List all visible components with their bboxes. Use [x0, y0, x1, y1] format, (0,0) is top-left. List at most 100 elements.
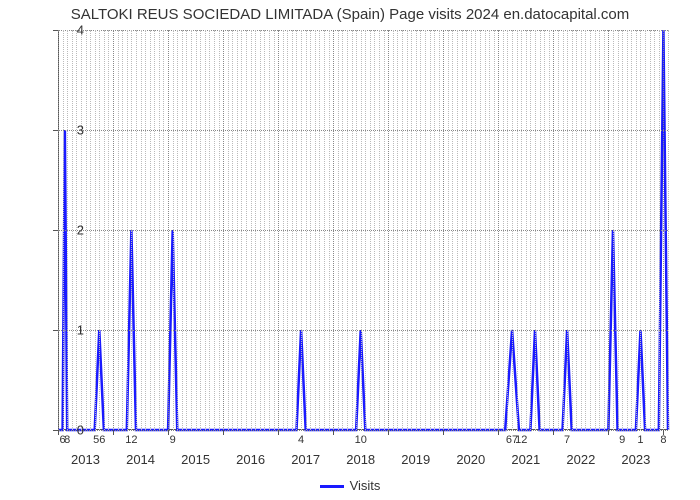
x-minor-label: 10	[355, 434, 367, 446]
gridline-v	[136, 30, 137, 430]
gridline-v	[631, 30, 632, 430]
chart-title: SALTOKI REUS SOCIEDAD LIMITADA (Spain) P…	[0, 6, 700, 23]
gridline-v	[457, 30, 458, 430]
x-year-label: 2017	[291, 452, 320, 467]
gridline-v	[521, 30, 522, 430]
gridline-v	[480, 30, 481, 430]
gridline-v	[196, 30, 197, 430]
gridline-v	[154, 30, 155, 430]
gridline-v	[489, 30, 490, 430]
x-minor-label: 4	[298, 434, 304, 446]
gridline-v	[475, 30, 476, 430]
x-minor-label: 12	[125, 434, 137, 446]
x-minor-label: 8	[660, 434, 666, 446]
gridline-v	[223, 30, 224, 430]
x-minor-label: 56	[93, 434, 105, 446]
gridline-v	[549, 30, 550, 430]
x-tick	[388, 430, 389, 435]
gridline-v	[214, 30, 215, 430]
gridline-v	[232, 30, 233, 430]
gridline-v	[430, 30, 431, 430]
x-year-label: 2013	[71, 452, 100, 467]
legend-label: Visits	[350, 478, 381, 493]
gridline-v	[104, 30, 105, 430]
gridline-v	[452, 30, 453, 430]
gridline-v	[397, 30, 398, 430]
gridline-v	[599, 30, 600, 430]
gridline-v	[416, 30, 417, 430]
y-tick-label: 3	[44, 123, 84, 138]
gridline-v	[485, 30, 486, 430]
gridline-v	[292, 30, 293, 430]
gridline-v	[251, 30, 252, 430]
gridline-v	[668, 30, 669, 430]
legend: Visits	[0, 478, 700, 493]
gridline-v	[420, 30, 421, 430]
gridline-v	[365, 30, 366, 430]
gridline-v	[191, 30, 192, 430]
gridline-v	[494, 30, 495, 430]
x-tick	[113, 430, 114, 435]
gridline-v	[108, 30, 109, 430]
gridline-h	[58, 430, 668, 431]
gridline-v	[462, 30, 463, 430]
gridline-v	[173, 30, 174, 430]
gridline-v	[448, 30, 449, 430]
x-tick	[553, 430, 554, 435]
gridline-v	[466, 30, 467, 430]
gridline-v	[374, 30, 375, 430]
gridline-v	[246, 30, 247, 430]
gridline-v	[544, 30, 545, 430]
gridline-v	[186, 30, 187, 430]
gridline-v	[576, 30, 577, 430]
gridline-v	[558, 30, 559, 430]
gridline-v	[379, 30, 380, 430]
gridline-v	[200, 30, 201, 430]
gridline-v	[663, 30, 664, 430]
gridline-v	[439, 30, 440, 430]
gridline-v	[319, 30, 320, 430]
gridline-v	[274, 30, 275, 430]
gridline-v	[205, 30, 206, 430]
gridline-v	[269, 30, 270, 430]
y-tick-label: 4	[44, 23, 84, 38]
x-minor-label: 12	[515, 434, 527, 446]
gridline-v	[278, 30, 279, 430]
x-year-label: 2021	[511, 452, 540, 467]
gridline-v	[388, 30, 389, 430]
gridline-v	[342, 30, 343, 430]
gridline-v	[443, 30, 444, 430]
x-minor-label: 8	[64, 434, 70, 446]
gridline-v	[347, 30, 348, 430]
x-year-label: 2022	[566, 452, 595, 467]
gridline-v	[324, 30, 325, 430]
x-tick	[498, 430, 499, 435]
gridline-v	[553, 30, 554, 430]
gridline-v	[507, 30, 508, 430]
gridline-v	[567, 30, 568, 430]
gridline-v	[127, 30, 128, 430]
gridline-v	[177, 30, 178, 430]
gridline-v	[595, 30, 596, 430]
gridline-v	[209, 30, 210, 430]
y-tick-label: 2	[44, 223, 84, 238]
plot-area	[58, 30, 668, 430]
gridline-v	[361, 30, 362, 430]
gridline-v	[604, 30, 605, 430]
gridline-v	[393, 30, 394, 430]
gridline-v	[113, 30, 114, 430]
gridline-v	[86, 30, 87, 430]
gridline-v	[540, 30, 541, 430]
gridline-v	[636, 30, 637, 430]
gridline-v	[498, 30, 499, 430]
gridline-v	[237, 30, 238, 430]
gridline-v	[517, 30, 518, 430]
x-minor-label: 9	[170, 434, 176, 446]
gridline-v	[219, 30, 220, 430]
gridline-v	[163, 30, 164, 430]
gridline-v	[255, 30, 256, 430]
gridline-v	[118, 30, 119, 430]
gridline-v	[310, 30, 311, 430]
gridline-v	[150, 30, 151, 430]
x-tick	[608, 430, 609, 435]
